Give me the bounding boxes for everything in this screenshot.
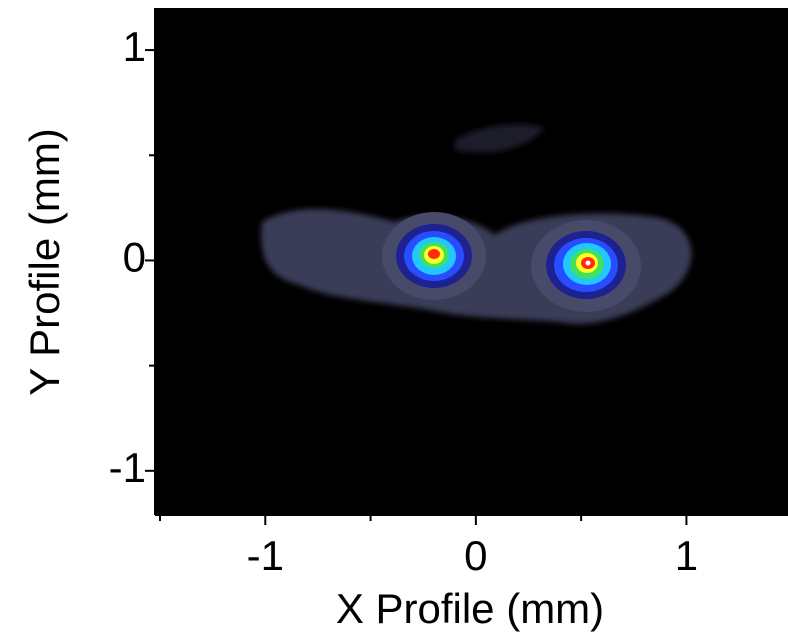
x-tick-label: -1 (247, 532, 284, 579)
y-tick-label: -1 (109, 444, 146, 491)
x-tick-label: 1 (675, 532, 698, 579)
beam-spot (382, 212, 486, 300)
beam-image (261, 124, 692, 324)
beam-spot (531, 220, 641, 312)
y-tick-label: 1 (123, 23, 146, 70)
x-axis-title: X Profile (mm) (336, 585, 604, 632)
y-tick-label: 0 (123, 234, 146, 281)
faint-spot (455, 124, 545, 153)
x-tick-label: 0 (464, 532, 487, 579)
y-axis-title: Y Profile (mm) (21, 128, 68, 396)
